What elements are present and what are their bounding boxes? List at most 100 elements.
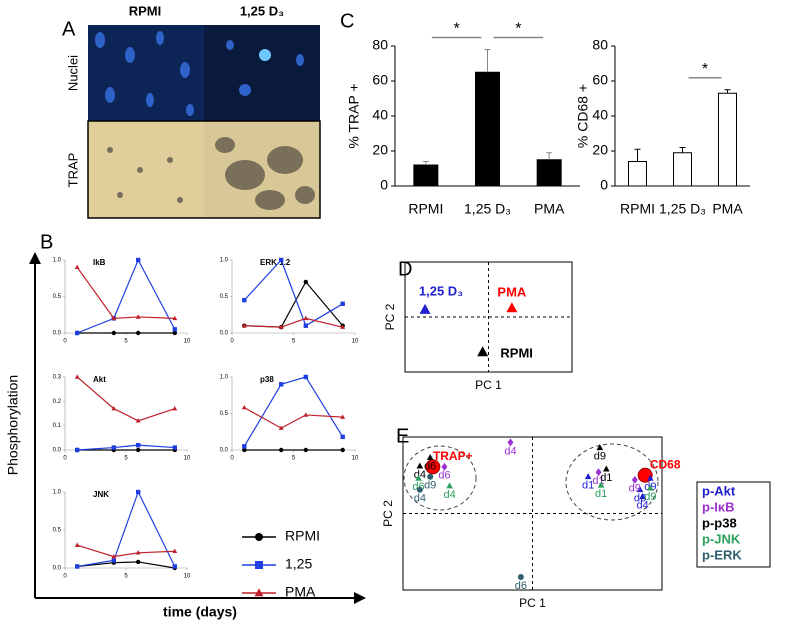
marker: [303, 279, 308, 285]
x-axis-label: time (days): [163, 604, 237, 620]
marker: [74, 542, 80, 547]
y-tick-label: 40: [592, 107, 608, 123]
row-label: TRAP: [65, 153, 80, 188]
point-label: d6: [424, 461, 436, 473]
marker: [172, 327, 177, 332]
marker: [596, 444, 604, 451]
trap-blobs: [107, 137, 315, 210]
marker: [340, 324, 346, 329]
marker: [595, 468, 602, 477]
marker: [416, 486, 423, 493]
legend-label: p-Akt: [702, 483, 736, 498]
y-tick-label: 0.5: [220, 411, 229, 417]
legend-label: p-JNK: [702, 531, 741, 546]
y-tick-label: 0.5: [220, 294, 229, 300]
line: [77, 544, 175, 558]
marker: [603, 465, 610, 472]
line: [76, 258, 176, 334]
subplot-title: IkB: [93, 258, 106, 267]
bar: [413, 164, 439, 187]
marker: [172, 330, 177, 336]
legend-label: RPMI: [285, 528, 320, 544]
y-tick-label: 20: [592, 142, 608, 158]
marker: [136, 559, 141, 565]
marker: [255, 533, 263, 541]
marker: [255, 561, 263, 569]
line: [244, 317, 343, 328]
marker: [446, 482, 453, 489]
marker: [517, 573, 524, 580]
cluster-outline: [403, 445, 477, 511]
marker: [242, 444, 247, 449]
y-axis-label: % TRAP +: [346, 83, 362, 148]
y-axis-label: PC 2: [381, 500, 395, 527]
marker: [340, 434, 345, 440]
panel-label: D: [398, 258, 412, 280]
x-tick-label: 0: [230, 456, 234, 462]
marker: [639, 493, 646, 500]
line: [243, 376, 344, 447]
marker: [111, 553, 117, 559]
marker: [279, 257, 284, 263]
legend-label: p-p38: [702, 515, 737, 530]
legend-label: p-IκB: [702, 499, 735, 514]
marker: [303, 412, 309, 417]
marker: [303, 315, 309, 321]
x-tick-label: 5: [124, 574, 128, 580]
y-tick-label: 60: [592, 72, 608, 88]
reference-label: CD68: [650, 457, 681, 471]
marker: [426, 454, 434, 461]
y-tick-label: 0.0: [53, 331, 62, 337]
point-label: d4: [636, 500, 648, 512]
error-bar: [546, 152, 553, 160]
y-tick-label: 0.0: [53, 566, 62, 572]
subplot-title: ERK 1.2: [260, 258, 291, 267]
significance-mark: *: [702, 61, 708, 78]
y-tick-label: 0.0: [220, 331, 229, 337]
marker: [172, 564, 177, 569]
point-label: d9: [644, 491, 656, 503]
marker: [340, 447, 345, 453]
bar: [718, 92, 737, 187]
bar: [536, 159, 562, 187]
error-bar: [634, 148, 641, 162]
subplot-title: JNK: [93, 490, 109, 499]
y-tick-label: 0: [600, 177, 608, 193]
marker: [427, 473, 434, 480]
marker: [584, 473, 592, 480]
y-arrowhead: [29, 252, 41, 264]
x-axis-label: PC 1: [475, 378, 502, 392]
bar: [628, 161, 647, 187]
y-tick-label: 0: [380, 177, 388, 193]
significance-mark: *: [454, 21, 460, 38]
point-label: d6: [438, 470, 450, 482]
x-tick-label: 0: [63, 456, 67, 462]
y-tick-label: 80: [372, 37, 388, 53]
point-label: PMA: [497, 285, 527, 300]
y-tick-label: 40: [372, 107, 388, 123]
reference-label: TRAP+: [433, 449, 473, 463]
marker: [172, 548, 178, 554]
x-arrowhead: [354, 592, 366, 604]
y-tick-label: 0.1: [53, 423, 62, 429]
legend-label: 1,25: [285, 556, 312, 572]
error-bar: [422, 161, 429, 165]
line: [77, 490, 176, 568]
x-tick-label: 5: [124, 456, 128, 462]
marker: [75, 330, 80, 336]
marker: [111, 445, 116, 450]
marker: [254, 588, 264, 597]
x-tick-label: 1,25 D₃: [659, 201, 706, 217]
marker: [136, 330, 141, 336]
marker: [136, 257, 141, 263]
marker: [111, 330, 117, 336]
point-label: d9: [424, 480, 436, 492]
marker: [419, 303, 431, 314]
y-tick-label: 1.0: [53, 258, 62, 264]
point-label: d1: [595, 488, 607, 500]
y-axis-label: Phosphorylation: [5, 375, 21, 475]
marker: [111, 558, 116, 563]
point-label: RPMI: [500, 346, 533, 361]
